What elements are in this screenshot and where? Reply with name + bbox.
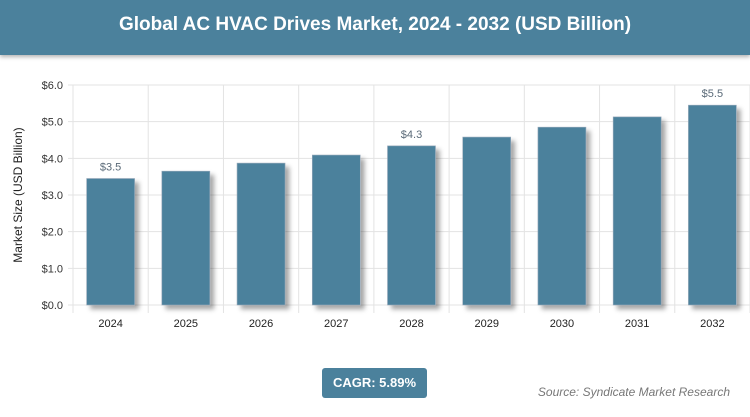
data-label: $5.5 [702, 88, 723, 100]
y-tick-label: $6.0 [42, 80, 63, 92]
bar-2027 [311, 154, 361, 306]
x-tick-label: 2024 [98, 318, 122, 330]
bar-2031 [612, 116, 662, 306]
x-tick-label: 2026 [249, 318, 273, 330]
x-tick-label: 2032 [700, 318, 724, 330]
x-tick-label: 2025 [174, 318, 198, 330]
bar-2030 [537, 126, 587, 306]
y-tick-label: $4.0 [42, 153, 63, 165]
y-tick-label: $2.0 [42, 227, 63, 239]
y-tick-label: $0.0 [42, 300, 63, 312]
source-note: Source: Syndicate Market Research [537, 385, 730, 399]
bar-2032 [688, 104, 737, 306]
y-tick-label: $1.0 [42, 263, 63, 275]
bar-2024 [86, 178, 135, 306]
y-axis-label: Market Size (USD Billion) [11, 127, 25, 262]
x-tick-label: 2030 [550, 318, 574, 330]
bar-2029 [462, 136, 512, 306]
bar-2026 [236, 162, 286, 306]
x-tick-label: 2029 [474, 318, 498, 330]
y-tick-label: $3.0 [42, 190, 63, 202]
y-tick-label: $5.0 [42, 117, 63, 129]
x-tick-label: 2028 [399, 318, 423, 330]
data-label: $3.5 [100, 162, 121, 174]
x-tick-label: 2027 [324, 318, 348, 330]
data-label: $4.3 [401, 129, 422, 141]
cagr-badge: CAGR: 5.89% [322, 368, 427, 398]
chart-title: Global AC HVAC Drives Market, 2024 - 203… [0, 0, 750, 55]
bar-chart: $0.0 $1.0 $2.0 $3.0 $4.0 $5.0 $6.0 2024 $3.5 2025… [11, 80, 750, 330]
bar-2028 [387, 145, 436, 306]
x-tick-label: 2031 [625, 318, 649, 330]
bar-2025 [161, 170, 211, 306]
